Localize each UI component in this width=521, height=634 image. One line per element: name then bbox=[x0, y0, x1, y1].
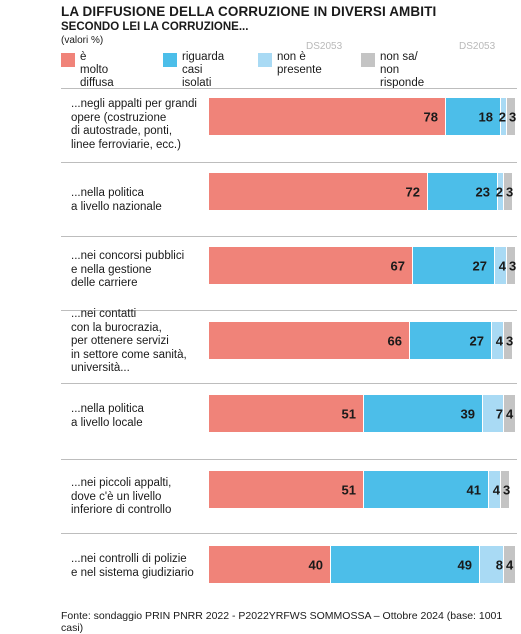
bar-segment bbox=[209, 98, 446, 135]
row-divider bbox=[61, 459, 517, 460]
data-label: 66 bbox=[387, 333, 402, 348]
legend-swatch bbox=[258, 53, 272, 67]
row-divider bbox=[61, 383, 517, 384]
bar-segment bbox=[495, 247, 507, 284]
bar-segment bbox=[364, 471, 489, 508]
bar-row: 40 49 8 4 bbox=[209, 546, 516, 583]
data-label: 8 bbox=[495, 557, 503, 572]
bar-segment bbox=[209, 471, 364, 508]
bar-segment bbox=[492, 322, 504, 359]
data-label: 51 bbox=[341, 406, 356, 421]
legend: è molto diffusa riguarda casi isolati no… bbox=[61, 51, 517, 89]
category-label: ...nella politica a livello locale bbox=[71, 403, 144, 429]
data-label: 40 bbox=[308, 557, 323, 572]
data-label: 27 bbox=[469, 333, 484, 348]
legend-swatch bbox=[61, 53, 75, 67]
data-label: 7 bbox=[495, 406, 503, 421]
data-label: 3 bbox=[509, 109, 517, 124]
bar-row: 67 27 4 3 bbox=[209, 247, 517, 284]
bar-segment bbox=[331, 546, 480, 583]
bar-segment bbox=[480, 546, 504, 583]
legend-label: è molto diffusa bbox=[80, 51, 114, 89]
bar-row: 72 23 2 3 bbox=[209, 173, 513, 210]
row-divider bbox=[61, 533, 517, 534]
data-label: 3 bbox=[509, 258, 517, 273]
bar-segment bbox=[209, 322, 410, 359]
data-label: 27 bbox=[472, 258, 487, 273]
data-label: 4 bbox=[498, 258, 506, 273]
data-label: 78 bbox=[423, 109, 438, 124]
category-label: ...nei controlli di polizie e nel sistem… bbox=[71, 553, 194, 579]
data-label: 3 bbox=[506, 333, 514, 348]
row-divider bbox=[61, 236, 517, 237]
category-label: ...nei piccoli appalti, dove c'è un live… bbox=[71, 477, 172, 516]
data-label: 3 bbox=[506, 184, 514, 199]
data-label: 39 bbox=[460, 406, 475, 421]
bar-segment bbox=[209, 173, 428, 210]
data-label: 2 bbox=[495, 184, 503, 199]
data-label: 18 bbox=[478, 109, 493, 124]
bar-segment bbox=[504, 322, 513, 359]
category-label: ...nei concorsi pubblici e nella gestion… bbox=[71, 250, 185, 289]
bar-row: 78 18 2 3 bbox=[209, 98, 517, 135]
bar-segment bbox=[507, 98, 516, 135]
bar-segment bbox=[504, 395, 516, 432]
data-label: 4 bbox=[495, 333, 503, 348]
bar-segment bbox=[446, 98, 501, 135]
bar-row: 51 39 7 4 bbox=[209, 395, 516, 432]
bar-segment bbox=[413, 247, 495, 284]
bar-segment bbox=[209, 546, 331, 583]
chart-title: LA DIFFUSIONE DELLA CORRUZIONE IN DIVERS… bbox=[61, 4, 437, 19]
bar-segment bbox=[507, 247, 516, 284]
watermark: DS2053 bbox=[459, 41, 496, 52]
legend-label: riguarda casi isolati bbox=[182, 51, 225, 89]
data-label: 23 bbox=[475, 184, 490, 199]
data-label: 67 bbox=[390, 258, 405, 273]
bar-segment bbox=[209, 247, 413, 284]
bar-row: 66 27 4 3 bbox=[209, 322, 513, 359]
legend-swatch bbox=[163, 53, 177, 67]
bar-segment bbox=[501, 98, 507, 135]
data-label: 4 bbox=[506, 557, 514, 572]
bar-segment bbox=[504, 546, 516, 583]
category-label: ...nella politica a livello nazionale bbox=[71, 187, 162, 213]
bar-segment bbox=[504, 173, 513, 210]
data-label: 51 bbox=[341, 482, 356, 497]
row-divider bbox=[61, 162, 517, 163]
chart-subtitle: SECONDO LEI LA CORRUZIONE... bbox=[61, 21, 249, 33]
data-label: 49 bbox=[457, 557, 472, 572]
bar-segment bbox=[501, 471, 510, 508]
data-label: 3 bbox=[503, 482, 511, 497]
legend-swatch bbox=[361, 53, 375, 67]
data-label: 72 bbox=[405, 184, 420, 199]
row-divider bbox=[61, 88, 517, 89]
data-label: 41 bbox=[466, 482, 481, 497]
source-footer: Fonte: sondaggio PRIN PNRR 2022 - P2022Y… bbox=[61, 610, 503, 634]
bar-segment bbox=[410, 322, 492, 359]
bar-segment bbox=[498, 173, 504, 210]
bar-segment bbox=[428, 173, 498, 210]
bar-segment bbox=[364, 395, 483, 432]
data-label: 2 bbox=[498, 109, 506, 124]
units-note: (valori %) bbox=[61, 35, 104, 46]
legend-label: non è presente bbox=[277, 51, 322, 76]
data-label: 4 bbox=[492, 482, 500, 497]
watermark: DS2053 bbox=[306, 41, 343, 52]
bar-row: 51 41 4 3 bbox=[209, 471, 513, 508]
legend-label: non sa/ non risponde bbox=[380, 51, 425, 89]
data-label: 4 bbox=[506, 406, 514, 421]
bar-segment bbox=[209, 395, 364, 432]
category-label: ...negli appalti per grandi opere (costr… bbox=[71, 98, 197, 151]
row-divider bbox=[61, 310, 517, 311]
category-label: ...nei contatti con la burocrazia, per o… bbox=[71, 308, 187, 374]
bar-segment bbox=[483, 395, 504, 432]
bar-segment bbox=[489, 471, 501, 508]
